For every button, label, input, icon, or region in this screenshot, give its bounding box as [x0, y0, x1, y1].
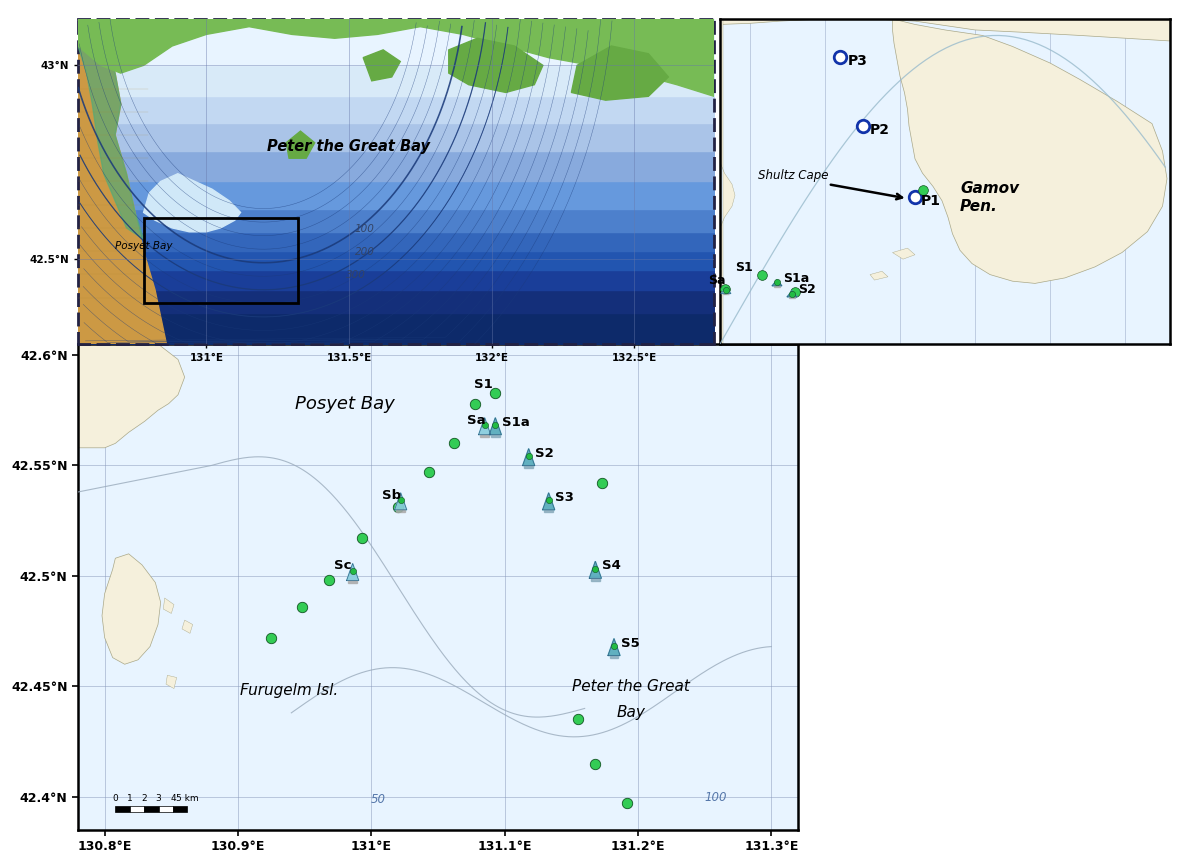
- Polygon shape: [78, 344, 185, 448]
- Polygon shape: [542, 493, 554, 510]
- Text: S1a: S1a: [502, 415, 529, 429]
- Text: Sc: Sc: [334, 559, 352, 572]
- Polygon shape: [720, 19, 1170, 41]
- Polygon shape: [608, 639, 620, 655]
- Text: 100: 100: [704, 791, 726, 804]
- Polygon shape: [787, 291, 797, 297]
- Text: 3: 3: [156, 794, 162, 803]
- Text: Shultz Cape: Shultz Cape: [757, 169, 828, 181]
- Polygon shape: [166, 675, 176, 689]
- Polygon shape: [347, 563, 359, 581]
- Polygon shape: [870, 271, 888, 280]
- Text: Peter the Great: Peter the Great: [572, 679, 690, 694]
- Polygon shape: [78, 19, 167, 344]
- Polygon shape: [102, 554, 161, 664]
- Polygon shape: [788, 297, 796, 298]
- Text: 2: 2: [142, 794, 146, 803]
- Polygon shape: [144, 174, 240, 232]
- Text: 100: 100: [355, 224, 374, 234]
- Polygon shape: [182, 620, 193, 633]
- Polygon shape: [396, 510, 404, 513]
- Polygon shape: [78, 19, 144, 240]
- Text: 1: 1: [127, 794, 133, 803]
- Text: S2: S2: [798, 283, 816, 297]
- Text: Posyet Bay: Posyet Bay: [295, 395, 395, 413]
- Text: P1: P1: [922, 194, 941, 208]
- Polygon shape: [449, 38, 542, 93]
- Polygon shape: [348, 580, 356, 583]
- Polygon shape: [364, 50, 401, 81]
- Text: S3: S3: [556, 491, 575, 504]
- Text: 4: 4: [170, 794, 175, 803]
- Polygon shape: [173, 806, 187, 812]
- Polygon shape: [571, 46, 668, 101]
- Text: Bay: Bay: [617, 705, 646, 721]
- Polygon shape: [163, 598, 174, 613]
- Polygon shape: [480, 435, 488, 437]
- Text: S1a: S1a: [782, 273, 809, 286]
- Text: 50: 50: [371, 794, 385, 807]
- Polygon shape: [592, 578, 600, 581]
- Polygon shape: [524, 465, 533, 468]
- Text: S4: S4: [602, 559, 620, 572]
- Polygon shape: [893, 19, 1166, 284]
- Text: S1: S1: [734, 261, 752, 274]
- Text: 0: 0: [113, 794, 119, 803]
- Polygon shape: [395, 493, 407, 510]
- Polygon shape: [479, 418, 491, 435]
- Text: Gamov
Pen.: Gamov Pen.: [960, 181, 1019, 213]
- Polygon shape: [130, 806, 144, 812]
- Text: S5: S5: [620, 636, 640, 649]
- Polygon shape: [144, 806, 158, 812]
- Polygon shape: [722, 293, 730, 294]
- Text: Peter the Great Bay: Peter the Great Bay: [268, 138, 431, 153]
- Text: Sa: Sa: [467, 414, 486, 427]
- Text: Posyet Bay: Posyet Bay: [115, 241, 173, 251]
- Text: S1: S1: [474, 378, 493, 391]
- Polygon shape: [491, 435, 499, 437]
- Text: Furugelm Isl.: Furugelm Isl.: [240, 683, 337, 698]
- Polygon shape: [523, 449, 535, 465]
- Polygon shape: [589, 562, 601, 578]
- Text: P3: P3: [847, 54, 868, 68]
- Polygon shape: [545, 510, 553, 513]
- Text: Sa: Sa: [708, 274, 726, 287]
- Text: 5 km: 5 km: [176, 794, 199, 803]
- Polygon shape: [893, 249, 916, 259]
- Bar: [144, 218, 298, 304]
- Text: S2: S2: [535, 446, 554, 459]
- Polygon shape: [286, 132, 314, 158]
- Polygon shape: [115, 806, 130, 812]
- Polygon shape: [720, 19, 734, 344]
- Text: P2: P2: [870, 122, 890, 137]
- Text: 200: 200: [355, 247, 374, 257]
- Polygon shape: [78, 19, 714, 96]
- Text: Sb: Sb: [382, 488, 401, 501]
- Polygon shape: [610, 655, 618, 658]
- Polygon shape: [158, 806, 173, 812]
- Text: 300: 300: [346, 270, 366, 280]
- Polygon shape: [490, 418, 502, 435]
- Polygon shape: [772, 280, 782, 286]
- Polygon shape: [721, 287, 731, 293]
